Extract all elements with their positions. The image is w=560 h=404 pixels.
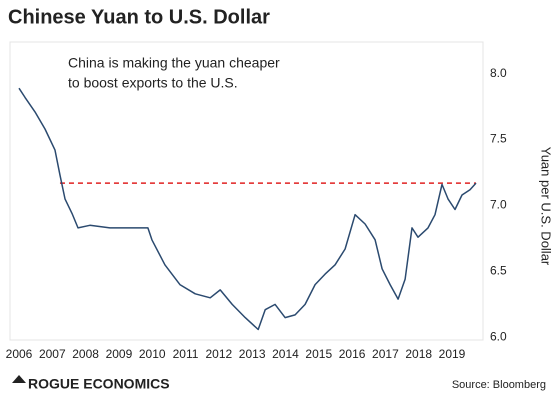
x-tick-label: 2017	[372, 347, 399, 361]
chart-title: Chinese Yuan to U.S. Dollar	[8, 6, 270, 28]
x-tick-label: 2016	[339, 347, 366, 361]
x-tick-label: 2009	[106, 347, 133, 361]
x-tick-label: 2014	[272, 347, 299, 361]
plot-frame	[9, 41, 484, 341]
y-tick-label: 7.0	[490, 198, 507, 212]
y-tick-label: 6.5	[490, 264, 507, 278]
y-tick-label: 7.5	[490, 132, 507, 146]
x-tick-label: 2015	[305, 347, 332, 361]
x-tick-label: 2019	[439, 347, 466, 361]
x-tick-label: 2013	[239, 347, 266, 361]
source: Source: Bloomberg	[452, 379, 546, 391]
annotation: China is making the yuan cheaper	[68, 55, 280, 71]
logo-icon	[12, 375, 26, 383]
x-tick-label: 2006	[6, 347, 33, 361]
x-tick-label: 2007	[39, 347, 66, 361]
x-tick-label: 2011	[173, 347, 199, 361]
annotation: to boost exports to the U.S.	[68, 75, 238, 91]
x-tick-label: 2010	[139, 347, 166, 361]
x-tick-label: 2018	[405, 347, 432, 361]
x-tick-label: 2012	[206, 347, 233, 361]
y-tick-label: 6.0	[490, 330, 507, 344]
data-line	[18, 87, 477, 331]
y-axis-title: Yuan per U.S. Dollar	[539, 147, 554, 266]
brand: ROGUE ECONOMICS	[28, 376, 170, 392]
x-tick-label: 2008	[72, 347, 99, 361]
y-tick-label: 8.0	[490, 66, 507, 80]
